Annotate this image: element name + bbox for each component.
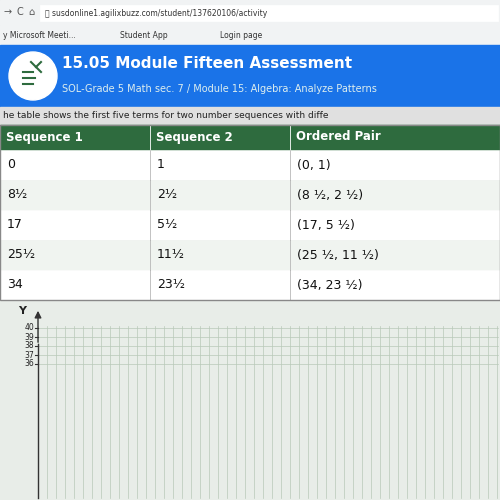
Bar xyxy=(0,210,500,240)
Text: 37: 37 xyxy=(24,350,34,360)
Text: SOL-Grade 5 Math sec. 7 / Module 15: Algebra: Analyze Patterns: SOL-Grade 5 Math sec. 7 / Module 15: Alg… xyxy=(62,84,377,94)
Text: (17, 5 ½): (17, 5 ½) xyxy=(297,218,355,232)
Text: y Microsoft Meeti...: y Microsoft Meeti... xyxy=(3,30,76,40)
Text: 34: 34 xyxy=(7,278,23,291)
Bar xyxy=(0,107,500,125)
Text: Login page: Login page xyxy=(220,30,262,40)
Text: 2½: 2½ xyxy=(157,188,177,202)
Bar xyxy=(0,125,500,150)
Text: (25 ½, 11 ½): (25 ½, 11 ½) xyxy=(297,248,379,262)
Text: 39: 39 xyxy=(24,332,34,342)
Text: Y: Y xyxy=(18,306,26,316)
Text: 11½: 11½ xyxy=(157,248,185,262)
Bar xyxy=(0,150,500,180)
Text: 17: 17 xyxy=(7,218,23,232)
Text: 15.05 Module Fifteen Assessment: 15.05 Module Fifteen Assessment xyxy=(62,56,352,70)
Text: 23½: 23½ xyxy=(157,278,185,291)
Text: (0, 1): (0, 1) xyxy=(297,158,330,172)
Bar xyxy=(0,45,500,107)
Text: 1: 1 xyxy=(157,158,165,172)
Text: he table shows the first five terms for two number sequences with diffe: he table shows the first five terms for … xyxy=(3,112,328,120)
Text: Student App: Student App xyxy=(120,30,168,40)
Circle shape xyxy=(9,52,57,100)
Bar xyxy=(0,300,500,500)
Bar xyxy=(0,240,500,270)
Bar xyxy=(40,5,498,21)
Bar xyxy=(0,180,500,210)
Text: 40: 40 xyxy=(24,324,34,332)
Bar xyxy=(0,0,500,25)
Text: ⌂: ⌂ xyxy=(28,7,34,17)
Text: →: → xyxy=(4,7,12,17)
Text: 8½: 8½ xyxy=(7,188,27,202)
Text: (34, 23 ½): (34, 23 ½) xyxy=(297,278,362,291)
Text: Ordered Pair: Ordered Pair xyxy=(296,130,381,143)
Text: 0: 0 xyxy=(7,158,15,172)
Text: 25½: 25½ xyxy=(7,248,35,262)
Text: Sequence 1: Sequence 1 xyxy=(6,130,83,143)
Text: 38: 38 xyxy=(24,342,34,350)
Bar xyxy=(0,270,500,300)
Bar xyxy=(0,25,500,45)
Text: 36: 36 xyxy=(24,360,34,368)
Text: C: C xyxy=(16,7,24,17)
Text: 5½: 5½ xyxy=(157,218,177,232)
Bar xyxy=(0,125,500,300)
Text: Sequence 2: Sequence 2 xyxy=(156,130,233,143)
Text: (8 ½, 2 ½): (8 ½, 2 ½) xyxy=(297,188,363,202)
Text: 🔒 susdonline1.agilixbuzz.com/student/137620106/activity: 🔒 susdonline1.agilixbuzz.com/student/137… xyxy=(45,8,267,18)
